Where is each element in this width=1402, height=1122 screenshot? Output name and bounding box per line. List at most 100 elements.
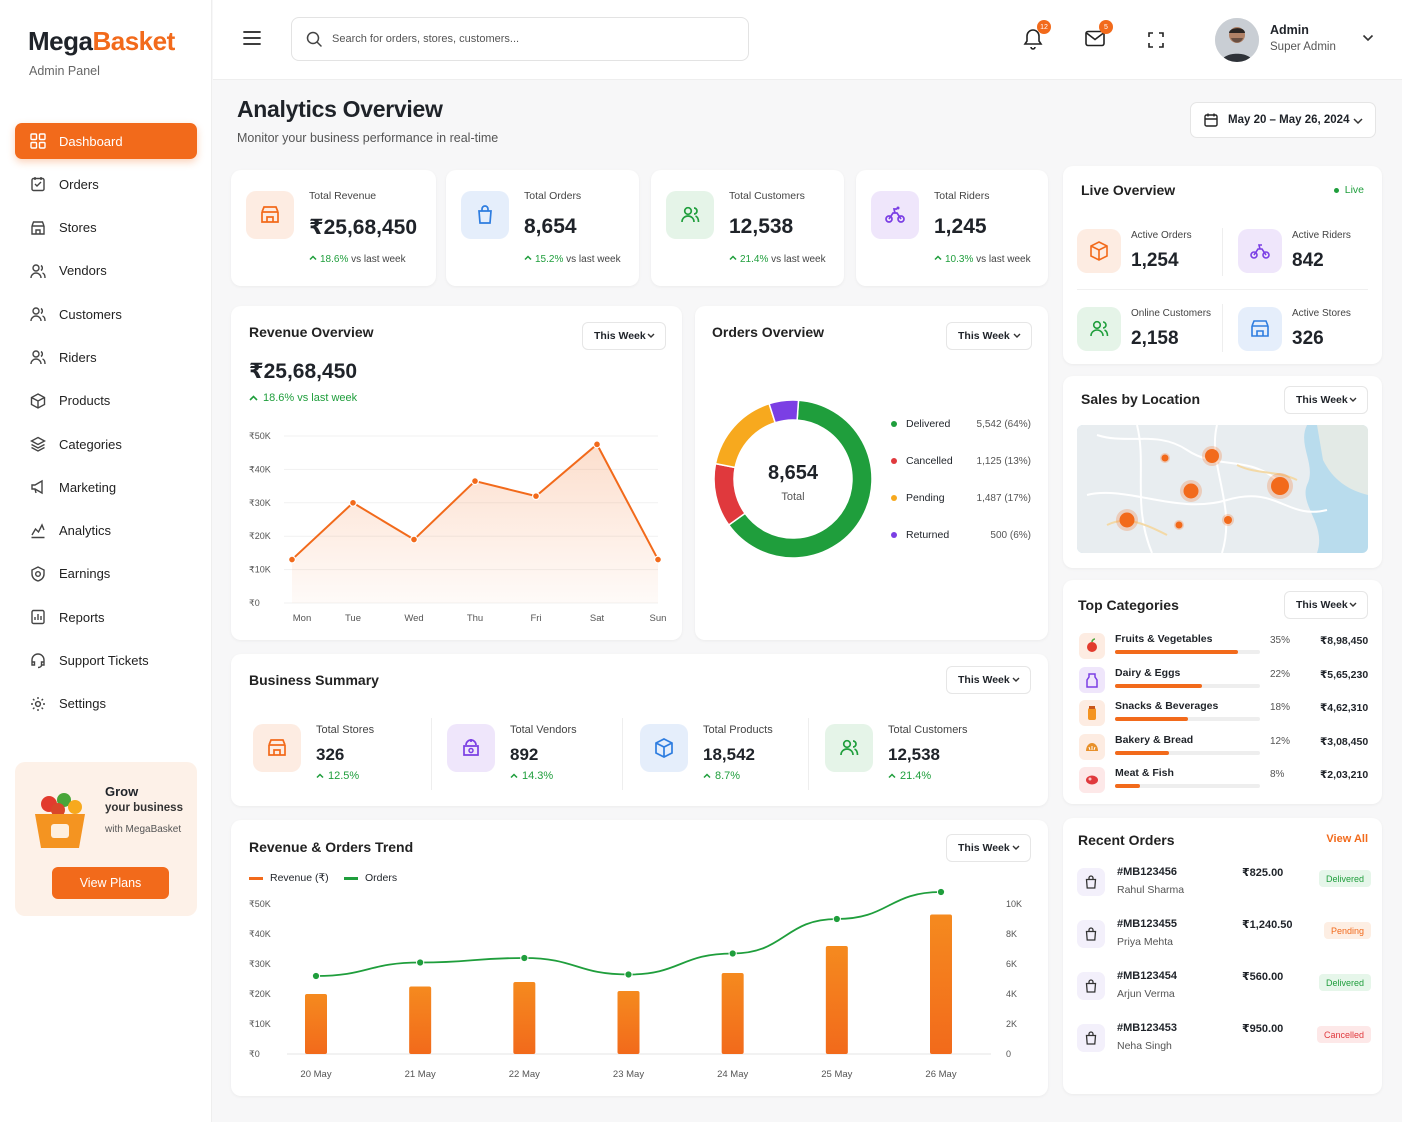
legend-value: 5,542 (64%) (976, 419, 1031, 430)
sidebar-item-marketing[interactable]: Marketing (15, 469, 197, 505)
dropdown-value: This Week (594, 330, 646, 342)
orders-point[interactable] (624, 970, 633, 979)
categories-icon-wrap (30, 436, 46, 452)
category-row[interactable]: Fruits & Vegetables 35% ₹8,98,450 (1079, 633, 1369, 663)
divider (431, 718, 432, 790)
category-row[interactable]: Dairy & Eggs 22% ₹5,65,230 (1079, 666, 1369, 697)
order-row[interactable]: #MB123455 Priya Mehta ₹1,240.50 Pending (1077, 918, 1371, 960)
orders-point[interactable] (728, 949, 737, 958)
category-amount: ₹8,98,450 (1320, 635, 1369, 647)
arrow-up-icon (934, 255, 942, 261)
avatar[interactable] (1215, 18, 1259, 62)
business-summary-dropdown[interactable]: This Week (946, 666, 1031, 694)
revenue-point[interactable] (348, 498, 357, 507)
donut-slice-pending[interactable] (714, 402, 777, 469)
revenue-bar[interactable] (930, 914, 952, 1055)
legend-label: Cancelled (906, 455, 953, 467)
sidebar-item-reports[interactable]: Reports (15, 599, 197, 635)
revenue-point[interactable] (593, 440, 602, 449)
orders-point[interactable] (311, 971, 321, 981)
search-input[interactable] (332, 33, 712, 45)
messages-button[interactable]: 5 (1085, 20, 1113, 52)
sidebar-item-stores[interactable]: Stores (15, 210, 197, 246)
category-row[interactable]: Meat & Fish 8% ₹2,03,210 (1079, 767, 1369, 797)
revenue-point[interactable] (287, 555, 296, 564)
sidebar-item-riders[interactable]: Riders (15, 339, 197, 375)
kpi-icon-box (246, 191, 294, 239)
notification-button[interactable]: 12 (1023, 20, 1051, 55)
sidebar-item-orders[interactable]: Orders (15, 166, 197, 202)
revenue-bar[interactable] (513, 982, 536, 1054)
orders-point[interactable] (520, 953, 529, 963)
date-range-picker[interactable]: May 20 – May 26, 2024 (1190, 102, 1376, 138)
order-row[interactable]: #MB123453 Neha Singh ₹950.00 Cancelled (1077, 1022, 1371, 1064)
x-tick-label: Mon (293, 613, 311, 624)
divider (1077, 289, 1368, 290)
kpi-value: 1,245 (934, 215, 987, 238)
category-name: Meat & Fish (1115, 767, 1174, 779)
revenue-point[interactable] (410, 535, 419, 544)
y2-tick-label: 10K (1006, 899, 1022, 909)
sidebar-item-earnings[interactable]: Earnings (15, 556, 197, 592)
order-row[interactable]: #MB123454 Arjun Verma ₹560.00 Delivered (1077, 970, 1371, 1012)
order-customer: Neha Singh (1117, 1040, 1172, 1052)
revenue-bar[interactable] (721, 973, 744, 1054)
order-customer: Priya Mehta (1117, 936, 1174, 948)
fullscreen-icon[interactable] (1148, 32, 1164, 48)
support-icon (31, 652, 45, 668)
trend-dropdown[interactable]: This Week (946, 834, 1031, 862)
revenue-bar[interactable] (305, 994, 327, 1054)
snack-icon (1088, 706, 1096, 720)
sales-location-dropdown[interactable]: This Week (1284, 386, 1368, 414)
sidebar-item-settings[interactable]: Settings (15, 686, 197, 722)
revenue-overview-title: Revenue Overview (249, 324, 374, 340)
x-tick-label: 26 May (925, 1069, 956, 1080)
category-row[interactable]: Bakery & Bread 12% ₹3,08,450 (1079, 733, 1369, 764)
x-tick-label: 21 May (405, 1069, 436, 1080)
x-tick-label: Sat (590, 613, 605, 624)
orders-icon-wrap (30, 176, 46, 192)
kpi-label: Total Revenue (309, 190, 377, 202)
order-row[interactable]: #MB123456 Rahul Sharma ₹825.00 Delivered (1077, 866, 1371, 908)
chevron-down-icon[interactable] (1362, 34, 1374, 42)
brand-name-part: Mega (28, 26, 93, 56)
summary-value: 892 (510, 745, 539, 764)
view-plans-button[interactable]: View Plans (52, 867, 169, 899)
sidebar-item-vendors[interactable]: Vendors (15, 253, 197, 289)
sidebar-item-support-tickets[interactable]: Support Tickets (15, 643, 197, 679)
kpi-value: 12,538 (729, 215, 794, 238)
sidebar-item-analytics[interactable]: Analytics (15, 513, 197, 549)
orders-period-dropdown[interactable]: This Week (946, 322, 1032, 350)
live-overview-card: Live Overview Live Active Orders 1,254 A… (1063, 166, 1382, 364)
sidebar-item-products[interactable]: Products (15, 383, 197, 419)
vendors-icon-wrap (30, 263, 46, 279)
revenue-point[interactable] (471, 477, 480, 486)
orders-point[interactable] (832, 914, 841, 924)
revenue-bar[interactable] (409, 986, 432, 1055)
menu-icon[interactable] (243, 30, 261, 46)
category-row[interactable]: Snacks & Beverages 18% ₹4,62,310 (1079, 700, 1369, 730)
revenue-bar[interactable] (617, 991, 640, 1054)
revenue-period-dropdown[interactable]: This Week (582, 322, 666, 350)
store-icon (268, 739, 286, 756)
donut-slice-returned[interactable] (768, 399, 800, 424)
donut-slice-delivered[interactable] (727, 399, 873, 559)
orders-point[interactable] (936, 887, 946, 897)
sales-map[interactable] (1077, 425, 1368, 553)
view-all-link[interactable]: View All (1326, 833, 1368, 845)
top-categories-dropdown[interactable]: This Week (1284, 591, 1368, 619)
order-amount: ₹1,240.50 (1242, 919, 1293, 931)
donut-total-label: Total (781, 491, 805, 503)
revenue-point[interactable] (654, 555, 663, 564)
order-icon-box (1077, 972, 1105, 1000)
orders-point[interactable] (416, 958, 425, 967)
revenue-bar[interactable] (825, 946, 848, 1054)
donut-total-value: 8,654 (767, 462, 819, 484)
brand-logo[interactable]: MegaBasket (28, 26, 175, 57)
sidebar-item-categories[interactable]: Categories (15, 426, 197, 462)
sidebar-item-customers[interactable]: Customers (15, 296, 197, 332)
x-tick-label: Tue (345, 613, 361, 624)
live-stat-value: 2,158 (1131, 328, 1179, 349)
sidebar-item-dashboard[interactable]: Dashboard (15, 123, 197, 159)
revenue-point[interactable] (532, 492, 541, 501)
